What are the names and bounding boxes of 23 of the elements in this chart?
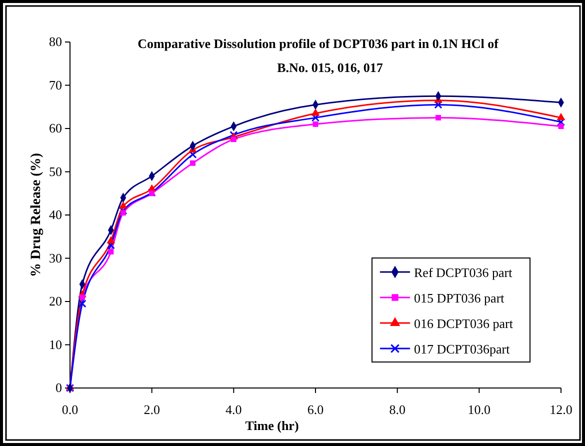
y-tick-label: 10 — [49, 336, 62, 352]
y-tick-label: 20 — [49, 294, 62, 309]
y-tick-label: 40 — [49, 207, 62, 222]
x-tick-label: 8.0 — [389, 402, 406, 418]
y-tick-label: 50 — [49, 164, 62, 179]
x-tick-label: 10.0 — [468, 402, 491, 418]
x-axis-title: Time (hr) — [245, 418, 299, 433]
y-tick-label: 30 — [49, 250, 62, 266]
y-tick-label: 0 — [56, 380, 62, 396]
y-tick-label: 70 — [49, 77, 62, 92]
x-tick-label: 6.0 — [307, 402, 324, 418]
y-tick-label: 60 — [49, 120, 62, 136]
text: Comparative Dissolution profile of DCPT036 part in 0.1N HCl of B.No. 015, 016, 017 — [138, 36, 500, 75]
legend-label: 017 DCPT036part — [414, 342, 510, 356]
legend-label: Ref DCPT036 part — [414, 265, 513, 280]
y-tick-label: 80 — [49, 34, 62, 50]
x-tick-label: 4.0 — [226, 402, 242, 418]
legend-label: 015 DPT036 part — [414, 290, 505, 306]
x-tick-label: 2.0 — [144, 402, 160, 418]
legend-label: 016 DCPT036 part — [414, 316, 514, 331]
x-tick-label: 0.0 — [62, 402, 78, 418]
y-axis-title: % Drug Release (%) — [29, 152, 44, 278]
x-tick-label: 12.0 — [550, 402, 572, 418]
